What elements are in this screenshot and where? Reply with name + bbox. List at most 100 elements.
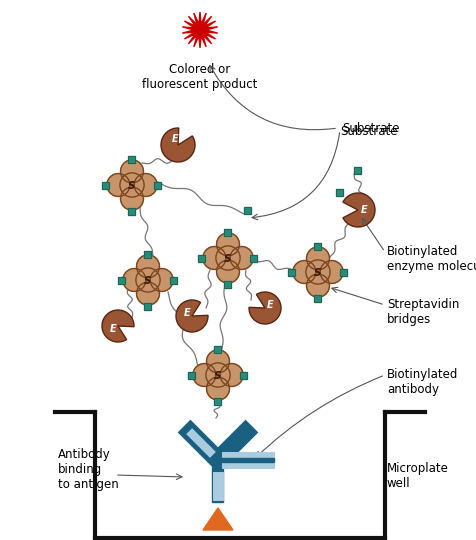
Wedge shape <box>102 310 134 342</box>
Circle shape <box>306 274 329 297</box>
Circle shape <box>134 173 157 197</box>
Bar <box>214 346 221 353</box>
Bar <box>244 206 251 213</box>
Text: S: S <box>144 276 151 286</box>
Bar <box>288 268 295 275</box>
Wedge shape <box>342 193 374 227</box>
Bar <box>128 207 135 214</box>
Polygon shape <box>182 12 217 48</box>
Bar <box>314 294 321 301</box>
Text: E: E <box>360 205 367 215</box>
Circle shape <box>216 260 239 283</box>
Bar <box>221 452 273 468</box>
Bar <box>336 188 343 195</box>
Wedge shape <box>248 292 280 324</box>
Circle shape <box>206 377 229 400</box>
Bar <box>144 302 151 309</box>
Circle shape <box>202 247 225 269</box>
Wedge shape <box>161 128 195 162</box>
Bar <box>128 207 135 214</box>
Text: Biotinylated
antibody: Biotinylated antibody <box>386 368 457 396</box>
Circle shape <box>206 350 229 373</box>
Bar <box>314 294 321 301</box>
Bar <box>213 472 223 500</box>
Text: Biotinylated
enzyme molecules: Biotinylated enzyme molecules <box>386 245 476 273</box>
Bar <box>214 397 221 404</box>
Bar <box>102 181 109 188</box>
Text: Streptavidin
bridges: Streptavidin bridges <box>386 298 458 326</box>
Text: S: S <box>214 371 221 381</box>
Bar <box>288 268 295 275</box>
Text: S: S <box>314 268 321 278</box>
Bar <box>314 242 321 249</box>
Bar <box>224 280 231 287</box>
Text: E: E <box>171 134 178 144</box>
Bar <box>154 181 161 188</box>
Wedge shape <box>176 300 208 332</box>
Text: Antibody
binding
to antigen: Antibody binding to antigen <box>58 448 119 491</box>
Bar <box>170 276 177 284</box>
Bar <box>221 458 273 462</box>
Circle shape <box>230 247 253 269</box>
Text: E: E <box>267 300 273 310</box>
Circle shape <box>292 261 315 284</box>
Bar <box>240 372 247 379</box>
Bar <box>240 372 247 379</box>
Circle shape <box>220 363 243 387</box>
Bar <box>340 268 347 275</box>
Bar <box>224 228 231 235</box>
Circle shape <box>119 173 144 197</box>
Circle shape <box>136 268 160 292</box>
Bar <box>128 156 135 163</box>
Bar <box>198 254 205 261</box>
Bar <box>354 166 361 173</box>
Circle shape <box>216 246 239 270</box>
Text: S: S <box>224 254 231 264</box>
Bar <box>144 251 151 258</box>
Bar <box>212 455 223 465</box>
Bar <box>154 181 161 188</box>
Bar <box>188 372 195 379</box>
Circle shape <box>192 363 215 387</box>
Circle shape <box>216 233 239 256</box>
Bar <box>340 268 347 275</box>
Bar <box>336 188 343 195</box>
Bar <box>214 397 221 404</box>
Bar <box>170 276 177 284</box>
Bar <box>250 254 257 261</box>
Bar <box>354 166 361 173</box>
Bar <box>144 302 151 309</box>
Bar <box>144 251 151 258</box>
Text: Microplate
well: Microplate well <box>386 462 448 490</box>
Bar <box>212 460 223 502</box>
Circle shape <box>136 282 159 305</box>
Circle shape <box>150 268 173 292</box>
Bar <box>214 346 221 353</box>
Bar <box>250 254 257 261</box>
Circle shape <box>120 160 143 183</box>
Circle shape <box>306 247 329 270</box>
Bar <box>224 228 231 235</box>
Text: Substrate: Substrate <box>341 122 399 135</box>
Polygon shape <box>203 508 232 530</box>
Text: E: E <box>109 324 116 334</box>
Text: S: S <box>128 181 136 191</box>
Bar <box>118 276 125 284</box>
Bar <box>198 254 205 261</box>
Circle shape <box>206 363 229 387</box>
Text: Colored or
fluorescent product: Colored or fluorescent product <box>142 63 257 91</box>
Text: Substrate: Substrate <box>339 125 397 138</box>
Circle shape <box>123 268 146 292</box>
Circle shape <box>107 173 129 197</box>
Bar <box>128 156 135 163</box>
Bar <box>102 181 109 188</box>
Circle shape <box>319 261 342 284</box>
Bar <box>224 280 231 287</box>
Bar <box>244 206 251 213</box>
Circle shape <box>136 255 159 278</box>
Bar <box>188 372 195 379</box>
Circle shape <box>120 187 143 210</box>
Circle shape <box>305 260 329 284</box>
Bar <box>118 276 125 284</box>
Bar <box>314 242 321 249</box>
